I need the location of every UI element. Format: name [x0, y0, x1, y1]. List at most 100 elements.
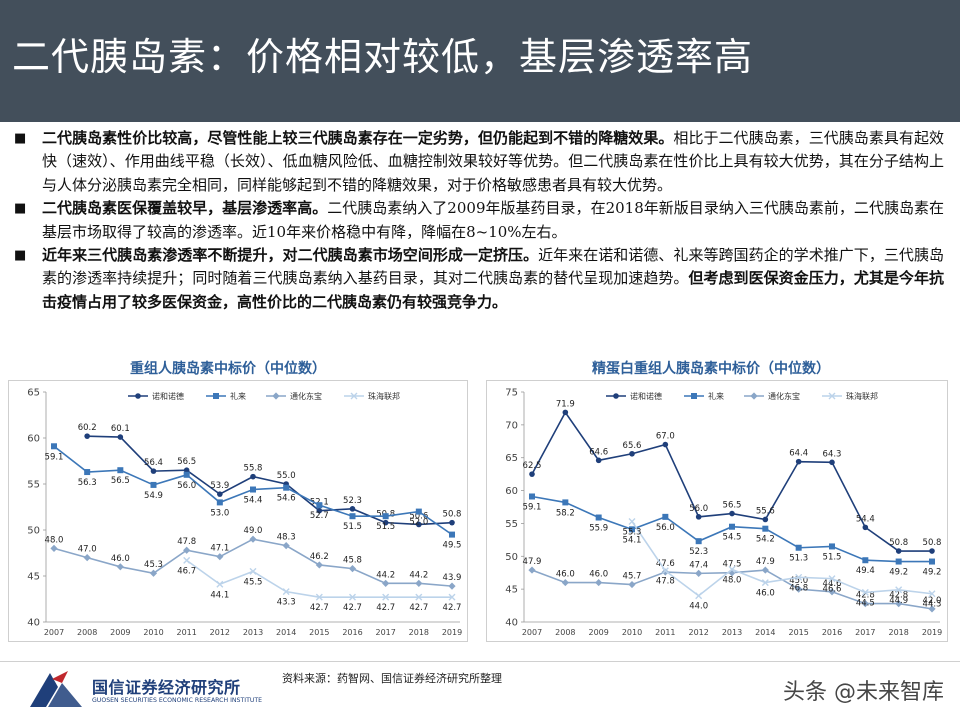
data-label: 47.9 [523, 557, 542, 567]
data-point [449, 531, 455, 538]
data-label: 59.1 [523, 502, 542, 512]
data-label: 56.5 [177, 457, 196, 467]
logo-english-name: GUOSEN SECURITIES ECONOMIC RESEARCH INST… [92, 697, 263, 704]
y-tick-label: 60 [27, 434, 40, 445]
data-point [762, 516, 769, 523]
data-point [829, 543, 835, 550]
data-point [928, 590, 936, 598]
data-label: 52.3 [689, 547, 708, 557]
bullet-item-1: ■ 二代胰岛素性价比较高，尽管性能上较三代胰岛素存在一定劣势，但仍能起到不错的降… [14, 127, 944, 197]
data-point [249, 567, 257, 575]
y-tick-label: 60 [505, 486, 518, 497]
square-bullet-icon: ■ [14, 201, 27, 217]
data-point [695, 592, 703, 600]
data-point [761, 579, 769, 587]
x-tick-label: 2016 [342, 628, 362, 637]
bullet-3-bold-tail: 但考虑到医保资金压力，尤其是今年抗击疫情占用了较多医保资金，高性价比的二代胰岛素… [42, 269, 944, 311]
title-bar: 二代胰岛素：价格相对较低，基层渗透率高 [0, 0, 960, 122]
bullet-3-text: 近年来在诺和诺德、礼来等跨国药企的学术推广下，三代胰岛素的渗透率持续提升；同时随… [42, 246, 944, 288]
data-label: 48.0 [45, 535, 64, 545]
x-tick-label: 2008 [77, 628, 97, 637]
data-point [929, 558, 935, 565]
x-tick-label: 2007 [44, 628, 64, 637]
bullet-3-bold: 近年来三代胰岛素渗透率不断提升，对二代胰岛素市场空间形成一定挤压。 [42, 246, 539, 265]
data-label: 54.4 [856, 514, 875, 524]
data-point [84, 469, 91, 476]
data-point [415, 508, 422, 515]
data-point [828, 575, 836, 583]
chart-1-frame [8, 380, 468, 642]
data-label: 44.2 [409, 570, 428, 580]
data-point [695, 514, 702, 520]
data-point [662, 441, 669, 448]
page-title: 二代胰岛素：价格相对较低，基层渗透率高 [12, 35, 754, 79]
logo-chinese-name: 国信证券经济研究所 [92, 678, 241, 697]
bullet-2-text: 二代胰岛素纳入了2009年版基药目录，在2018年新版目录纳入三代胰岛素前，二代… [42, 199, 944, 241]
data-label: 45.5 [244, 577, 263, 587]
data-point [249, 535, 257, 543]
data-label: 55.8 [244, 464, 263, 474]
data-point [528, 566, 536, 574]
x-tick-label: 2010 [622, 628, 642, 637]
data-label: 55.9 [589, 524, 608, 534]
data-point [828, 588, 836, 596]
data-label: 54.2 [756, 535, 775, 545]
data-point [729, 510, 735, 517]
legend-label: 诺和诺德 [630, 391, 662, 401]
data-label: 44.1 [210, 590, 229, 600]
data-point [595, 457, 602, 464]
data-point [84, 433, 90, 439]
data-label: 49.4 [856, 566, 875, 576]
data-label: 51.5 [343, 522, 362, 532]
data-point [415, 579, 423, 587]
chart-2-svg: 40 45 50 55 60 65 70 75 2007 2008 2009 2010 2011 2012… [486, 380, 948, 642]
data-point [315, 561, 323, 569]
data-label: 46.0 [756, 589, 775, 599]
data-point [662, 513, 669, 520]
guosen-logo-icon [30, 671, 82, 707]
y-tick-label: 50 [27, 526, 40, 537]
data-label: 55.6 [756, 506, 775, 516]
data-point [562, 409, 569, 416]
data-label: 59.1 [45, 452, 64, 462]
legend-label: 诺和诺德 [152, 391, 184, 401]
data-label: 55.3 [623, 527, 642, 537]
data-point [250, 473, 256, 480]
data-label: 49.2 [889, 568, 908, 578]
data-label: 60.2 [78, 423, 97, 433]
data-label: 56.3 [78, 478, 97, 488]
data-point [629, 526, 635, 533]
legend-marker [213, 393, 219, 399]
data-point [795, 585, 803, 593]
data-label: 42.0 [923, 596, 942, 606]
data-label: 47.0 [78, 545, 97, 555]
data-label: 44.6 [823, 579, 842, 589]
bullet-item-3: ■ 近年来三代胰岛素渗透率不断提升，对二代胰岛素市场空间形成一定挤压。近年来在诺… [14, 244, 944, 314]
data-point [561, 578, 569, 587]
data-label: 45.0 [789, 576, 808, 586]
x-tick-label: 2013 [243, 628, 263, 637]
x-tick-label: 2018 [888, 628, 908, 637]
legend-marker [272, 392, 280, 400]
data-point [382, 593, 390, 601]
bullet-list: ■ 二代胰岛素性价比较高，尽管性能上较三代胰岛素存在一定劣势，但仍能起到不错的降… [14, 127, 944, 314]
data-label: 49.0 [244, 526, 263, 536]
data-point [629, 450, 635, 457]
data-point [895, 586, 903, 594]
data-label: 51.5 [376, 522, 395, 532]
data-point [382, 513, 389, 520]
data-label: 42.7 [443, 603, 462, 613]
legend-label: 礼来 [708, 391, 724, 401]
data-label: 71.9 [556, 399, 575, 409]
data-label: 44.3 [923, 600, 942, 610]
data-point [562, 499, 569, 506]
x-tick-label: 2010 [143, 628, 163, 637]
data-label: 56.0 [656, 523, 675, 533]
data-point [50, 544, 58, 552]
data-point [829, 459, 835, 466]
data-label: 47.4 [689, 560, 708, 570]
data-point [315, 593, 323, 601]
y-tick-label: 65 [505, 453, 518, 464]
data-point [529, 493, 535, 500]
data-point [282, 542, 290, 550]
